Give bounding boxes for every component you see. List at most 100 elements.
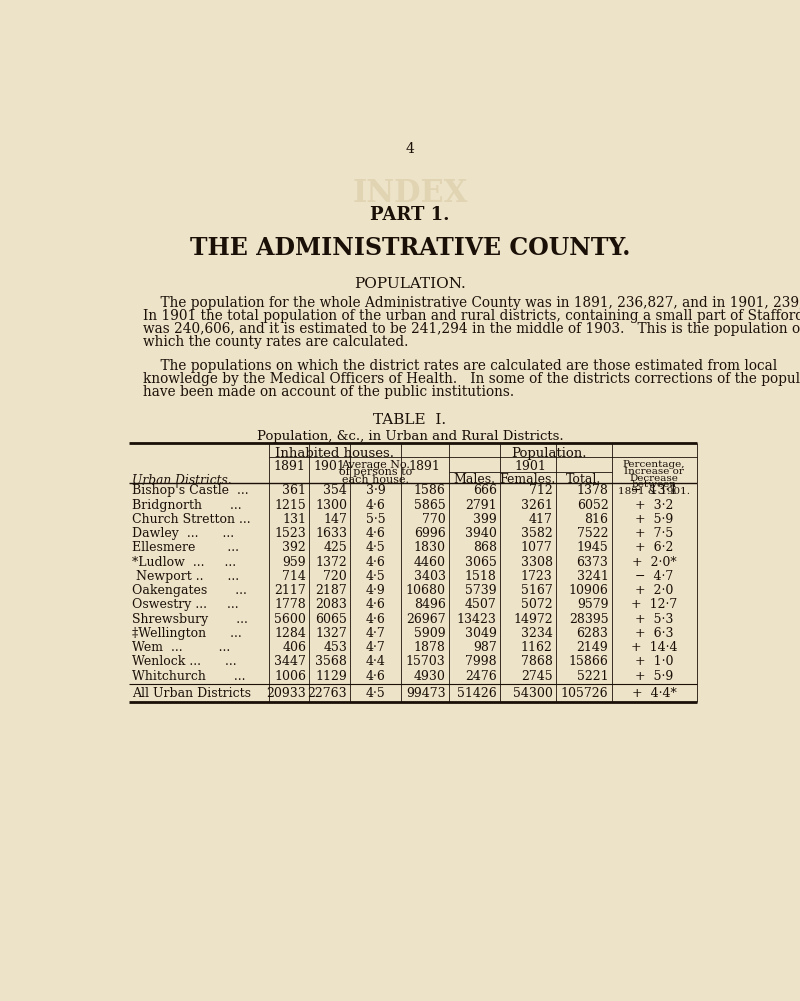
Text: 1891: 1891: [409, 459, 441, 472]
Text: 3582: 3582: [521, 528, 553, 541]
Text: 10906: 10906: [569, 584, 609, 597]
Text: +  1·0: + 1·0: [635, 656, 674, 669]
Text: Males.: Males.: [454, 472, 495, 485]
Text: 1878: 1878: [414, 641, 446, 654]
Text: The populations on which the district rates are calculated are those estimated f: The populations on which the district ra…: [142, 358, 777, 372]
Text: +  5·9: + 5·9: [635, 670, 674, 683]
Text: 20933: 20933: [266, 687, 306, 700]
Text: 13423: 13423: [457, 613, 497, 626]
Text: Inhabited houses.: Inhabited houses.: [275, 446, 394, 459]
Text: 1723: 1723: [521, 570, 553, 583]
Text: 417: 417: [529, 513, 553, 526]
Text: 959: 959: [282, 556, 306, 569]
Text: 1284: 1284: [274, 627, 306, 640]
Text: 1586: 1586: [414, 484, 446, 497]
Text: 2791: 2791: [465, 498, 497, 512]
Text: Dawley  ...      ...: Dawley ... ...: [132, 528, 234, 541]
Text: 9579: 9579: [577, 599, 609, 612]
Text: 5072: 5072: [521, 599, 553, 612]
Text: 2117: 2117: [274, 584, 306, 597]
Text: 1778: 1778: [274, 599, 306, 612]
Text: 1901: 1901: [514, 459, 546, 472]
Text: 453: 453: [323, 641, 347, 654]
Text: 1830: 1830: [414, 542, 446, 555]
Text: 105726: 105726: [561, 687, 609, 700]
Text: +  3·2: + 3·2: [635, 498, 674, 512]
Text: 22763: 22763: [308, 687, 347, 700]
Text: 3261: 3261: [521, 498, 553, 512]
Text: Population, &c., in Urban and Rural Districts.: Population, &c., in Urban and Rural Dist…: [257, 430, 563, 443]
Text: +  5·3: + 5·3: [635, 613, 674, 626]
Text: 4·7: 4·7: [366, 641, 386, 654]
Text: 7998: 7998: [465, 656, 497, 669]
Text: +  5·9: + 5·9: [635, 513, 674, 526]
Text: −  13·1: − 13·1: [631, 484, 678, 497]
Text: 1215: 1215: [274, 498, 306, 512]
Text: 5221: 5221: [577, 670, 609, 683]
Text: +  12·7: + 12·7: [631, 599, 678, 612]
Text: 4930: 4930: [414, 670, 446, 683]
Text: Urban Districts.: Urban Districts.: [132, 473, 231, 486]
Text: 1891 & 1901.: 1891 & 1901.: [618, 487, 690, 496]
Text: 3·9: 3·9: [366, 484, 386, 497]
Text: 1523: 1523: [274, 528, 306, 541]
Text: 4507: 4507: [465, 599, 497, 612]
Text: 1945: 1945: [577, 542, 609, 555]
Text: Church Stretton ...: Church Stretton ...: [132, 513, 250, 526]
Text: 3940: 3940: [465, 528, 497, 541]
Text: 6065: 6065: [315, 613, 347, 626]
Text: Decrease: Decrease: [630, 473, 678, 482]
Text: 406: 406: [282, 641, 306, 654]
Text: Bishop's Castle  ...: Bishop's Castle ...: [132, 484, 248, 497]
Text: 1300: 1300: [315, 498, 347, 512]
Text: Whitchurch       ...: Whitchurch ...: [132, 670, 246, 683]
Text: Females.: Females.: [500, 472, 556, 485]
Text: Wem  ...         ...: Wem ... ...: [132, 641, 230, 654]
Text: 6052: 6052: [577, 498, 609, 512]
Text: 3049: 3049: [465, 627, 497, 640]
Text: +  2·0: + 2·0: [635, 584, 674, 597]
Text: Shrewsbury       ...: Shrewsbury ...: [132, 613, 248, 626]
Text: −  4·7: − 4·7: [635, 570, 674, 583]
Text: 712: 712: [529, 484, 553, 497]
Text: 10680: 10680: [406, 584, 446, 597]
Text: Population.: Population.: [511, 446, 586, 459]
Text: 1378: 1378: [577, 484, 609, 497]
Text: Bridgnorth       ...: Bridgnorth ...: [132, 498, 242, 512]
Text: 2745: 2745: [521, 670, 553, 683]
Text: 3234: 3234: [521, 627, 553, 640]
Text: 816: 816: [585, 513, 609, 526]
Text: Oswestry ...     ...: Oswestry ... ...: [132, 599, 238, 612]
Text: have been made on account of the public institutions.: have been made on account of the public …: [142, 385, 514, 399]
Text: 4·5: 4·5: [366, 687, 386, 700]
Text: 147: 147: [323, 513, 347, 526]
Text: 392: 392: [282, 542, 306, 555]
Text: 8496: 8496: [414, 599, 446, 612]
Text: +  2·0*: + 2·0*: [632, 556, 677, 569]
Text: 1901: 1901: [314, 459, 346, 472]
Text: 666: 666: [473, 484, 497, 497]
Text: 770: 770: [422, 513, 446, 526]
Text: +  4·4*: + 4·4*: [632, 687, 677, 700]
Text: 5865: 5865: [414, 498, 446, 512]
Text: 4·6: 4·6: [366, 556, 386, 569]
Text: 2476: 2476: [465, 670, 497, 683]
Text: 7522: 7522: [577, 528, 609, 541]
Text: 6373: 6373: [577, 556, 609, 569]
Text: 720: 720: [323, 570, 347, 583]
Text: 28395: 28395: [569, 613, 609, 626]
Text: 5909: 5909: [414, 627, 446, 640]
Text: 26967: 26967: [406, 613, 446, 626]
Text: Increase or: Increase or: [624, 466, 684, 475]
Text: 2083: 2083: [315, 599, 347, 612]
Text: TABLE  I.: TABLE I.: [374, 413, 446, 427]
Text: Newport ..      ...: Newport .. ...: [132, 570, 239, 583]
Text: 361: 361: [282, 484, 306, 497]
Text: 987: 987: [473, 641, 497, 654]
Text: knowledge by the Medical Officers of Health.   In some of the districts correcti: knowledge by the Medical Officers of Hea…: [142, 372, 800, 386]
Text: was 240,606, and it is estimated to be 241,294 in the middle of 1903.   This is : was 240,606, and it is estimated to be 2…: [142, 322, 800, 336]
Text: 868: 868: [473, 542, 497, 555]
Text: 3568: 3568: [315, 656, 347, 669]
Text: 4·6: 4·6: [366, 498, 386, 512]
Text: 15866: 15866: [569, 656, 609, 669]
